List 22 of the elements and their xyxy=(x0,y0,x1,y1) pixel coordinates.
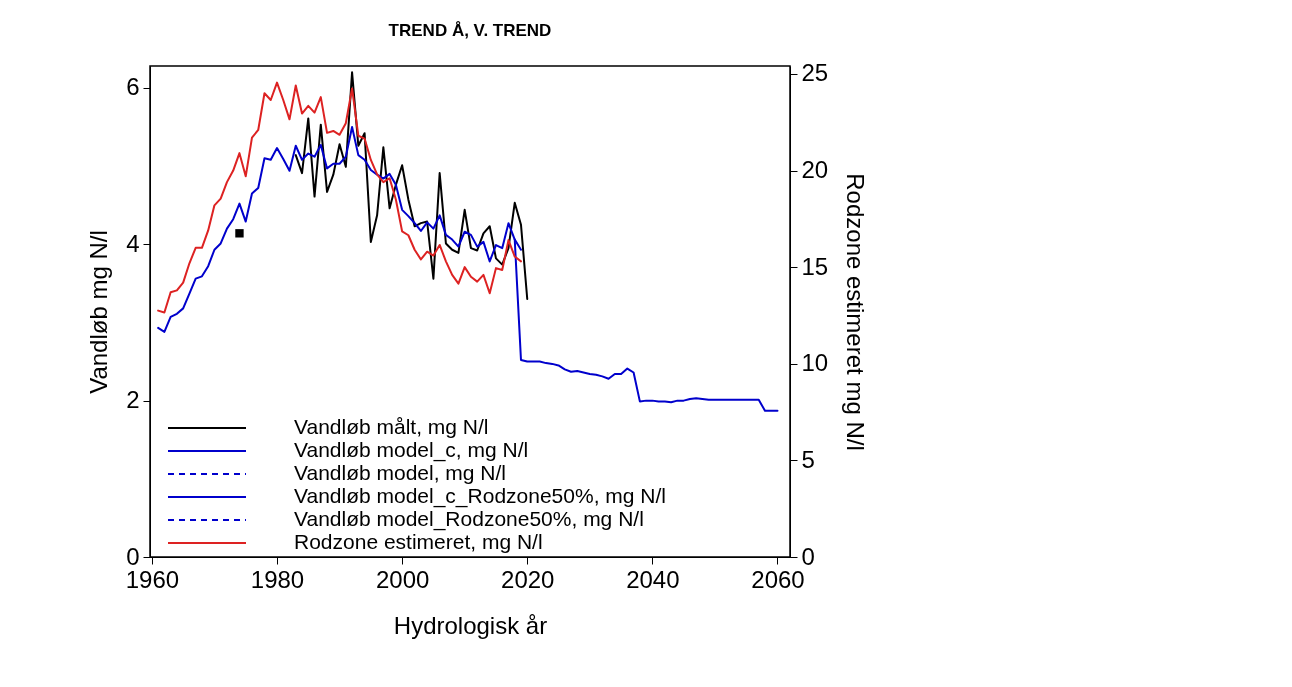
y2-tick-label: 15 xyxy=(801,252,829,280)
x-axis-title: Hydrologisk år xyxy=(393,611,548,639)
y2-tick-label: 20 xyxy=(801,156,829,184)
y2-tick-label: 5 xyxy=(801,445,815,473)
legend-label: Vandløb målt, mg N/l xyxy=(294,415,489,438)
y2-tick-label: 25 xyxy=(801,59,829,87)
x-tick-label: 2040 xyxy=(626,565,680,593)
x-tick-label: 2000 xyxy=(375,565,430,593)
legend-label: Vandløb model_Rodzone50%, mg N/l xyxy=(294,507,644,531)
y2-axis-title: Rodzone estimeret mg N/l xyxy=(842,173,870,451)
legend-label: Vandløb model_c, mg N/l xyxy=(294,438,529,462)
y-tick-label: 4 xyxy=(126,229,140,257)
legend-label: Rodzone estimeret, mg N/l xyxy=(294,530,543,553)
y-tick-label: 2 xyxy=(126,386,140,414)
chart-title: TREND Å, V. TREND xyxy=(388,20,552,40)
y2-tick-label: 10 xyxy=(801,349,829,377)
legend-label: Vandløb model_c_Rodzone50%, mg N/l xyxy=(294,484,666,508)
y-tick-label: 6 xyxy=(126,73,140,101)
x-tick-label: 2020 xyxy=(501,565,555,593)
legend-label: Vandløb model, mg N/l xyxy=(294,461,507,484)
y-axis-title: Vandløb mg N/l xyxy=(85,230,113,394)
x-tick-label: 1980 xyxy=(250,565,305,593)
